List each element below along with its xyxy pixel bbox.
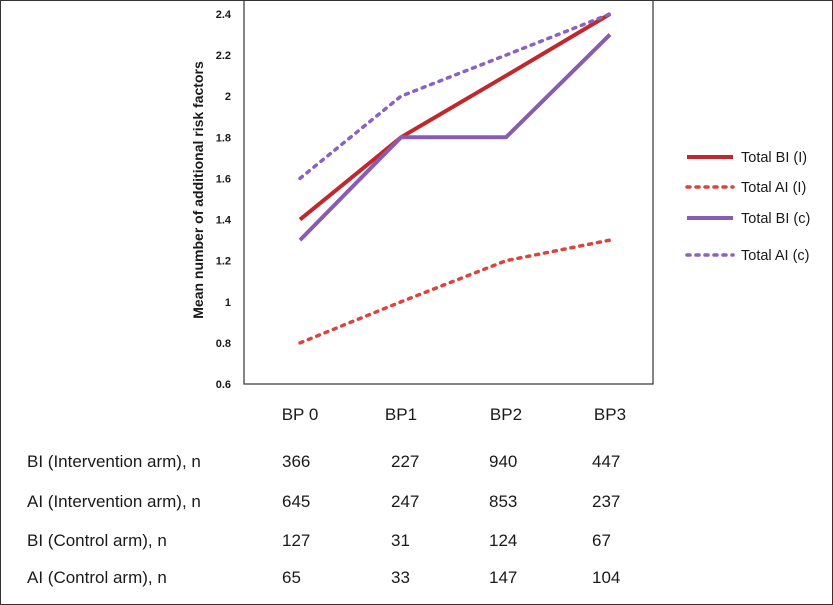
table-cell: 366 (282, 452, 311, 471)
plot-area (243, 0, 654, 385)
legend-label: Total AI (c) (741, 248, 810, 264)
table-cell: 940 (489, 452, 518, 471)
y-tick-label: 1.8 (216, 132, 231, 144)
x-tick-label: BP 0 (282, 405, 319, 424)
table-row: BI (Control arm), n 127 31 124 67 (0, 531, 833, 561)
legend-label: Total BI (I) (741, 150, 807, 166)
row-label: AI (Control arm), n (27, 568, 167, 587)
table-cell: 853 (489, 492, 518, 511)
x-tick-label: BP3 (594, 405, 626, 424)
y-tick-label: 0.8 (216, 338, 231, 350)
table-cell: 127 (282, 531, 311, 550)
table-cell: 237 (592, 492, 621, 511)
table-cell: 67 (592, 531, 611, 550)
legend: Total BI (I) Total AI (I) Total BI (c) Tota… (685, 150, 810, 264)
y-tick-label: 2.4 (216, 9, 232, 21)
table-cell: 147 (489, 568, 518, 587)
table-row: AI (Control arm), n 65 33 147 104 (0, 568, 833, 598)
y-tick-label: 2.2 (216, 50, 231, 62)
series-layer (298, 12, 612, 345)
y-tick-label: 0.6 (216, 379, 231, 391)
y-tick-label: 1.4 (216, 215, 232, 227)
table-cell: 247 (391, 492, 420, 511)
y-tick-label: 1.6 (216, 173, 231, 185)
table-cell: 65 (282, 568, 301, 587)
table-row: AI (Intervention arm), n 645 247 853 237 (0, 492, 833, 522)
table-cell: 124 (489, 531, 518, 550)
table-cell: 227 (391, 452, 420, 471)
legend-label: Total BI (c) (741, 211, 810, 227)
legend-label: Total AI (I) (741, 180, 806, 196)
line-chart: 0.6 0.8 1 1.2 1.4 1.6 1.8 2 2.2 2.4 BP 0 BP1 BP2 BP3… (190, 0, 810, 424)
x-tick-label: BP1 (385, 405, 417, 424)
table-row: BI (Intervention arm), n 366 227 940 447 (0, 452, 833, 482)
series-line (298, 12, 612, 222)
y-tick-label: 2 (225, 91, 231, 103)
x-axis-ticks: BP 0 BP1 BP2 BP3 (282, 405, 626, 424)
y-tick-label: 1 (225, 297, 231, 309)
plot-border (243, 0, 654, 385)
table-cell: 447 (592, 452, 621, 471)
row-label: AI (Intervention arm), n (27, 492, 201, 511)
table-cell: 645 (282, 492, 311, 511)
row-label: BI (Intervention arm), n (27, 452, 201, 471)
y-tick-label: 1.2 (216, 256, 231, 268)
x-tick-label: BP2 (490, 405, 522, 424)
series-line (298, 33, 612, 242)
table-cell: 33 (391, 568, 410, 587)
table-cell: 104 (592, 568, 621, 587)
y-axis-ticks: 0.6 0.8 1 1.2 1.4 1.6 1.8 2 2.2 2.4 (216, 9, 232, 391)
y-axis-label: Mean number of additional risk factors (190, 61, 206, 319)
row-label: BI (Control arm), n (27, 531, 167, 550)
series-line (298, 12, 612, 181)
table-cell: 31 (391, 531, 410, 550)
series-line (298, 238, 612, 345)
